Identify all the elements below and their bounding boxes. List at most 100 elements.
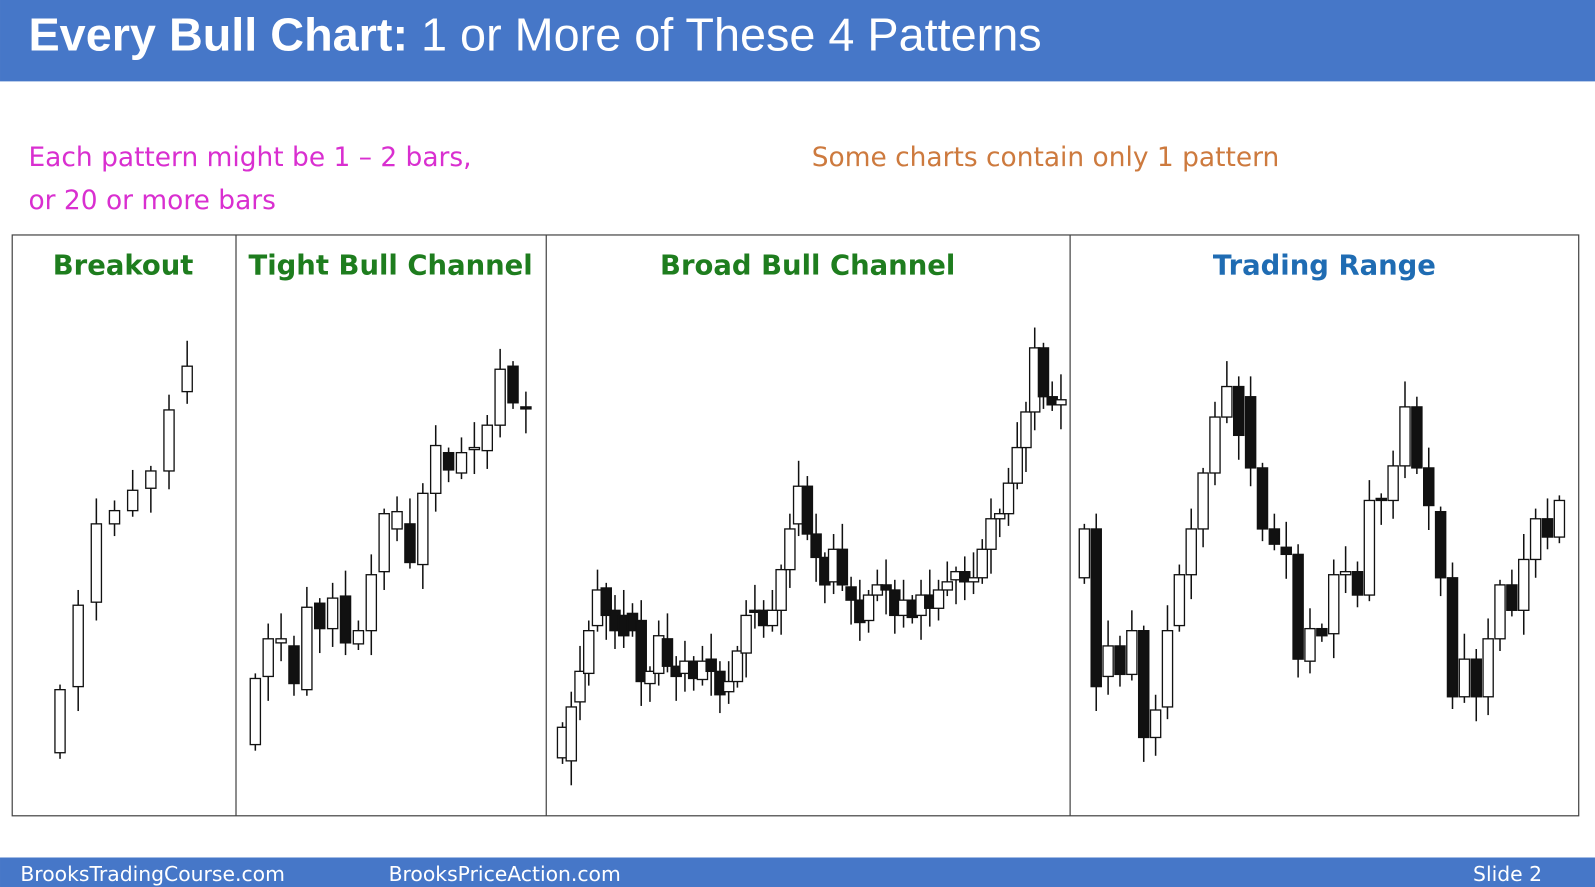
candle-body (1458, 658, 1471, 698)
candle-body (784, 528, 796, 571)
candles (54, 327, 1566, 786)
candle-body (442, 451, 455, 471)
candle-body (326, 597, 339, 630)
candle-body (1363, 499, 1376, 596)
candle-body (1173, 574, 1186, 627)
candle-body (1553, 499, 1566, 538)
candle-body (507, 365, 519, 404)
note: or 20 or more bars (28, 185, 275, 216)
candle-body (1126, 630, 1138, 676)
candle-body (163, 409, 175, 472)
note: Each pattern might be 1 – 2 bars, (28, 142, 471, 173)
candle-body (705, 658, 717, 673)
candle-body (1482, 638, 1494, 698)
candle-body (1209, 416, 1221, 474)
candle-body (635, 619, 647, 683)
panel-title: Trading Range (1213, 251, 1436, 282)
candle-body (1506, 584, 1518, 611)
candle-body (1494, 584, 1506, 640)
candle-body (1327, 574, 1340, 635)
candle-body (845, 586, 857, 601)
candle-body (288, 645, 300, 685)
panel-title: Tight Bull Channel (249, 251, 533, 282)
candle-body (1137, 630, 1150, 739)
candle-body (1529, 518, 1542, 561)
candle-body (1316, 627, 1328, 637)
candle-body (54, 689, 66, 754)
panel-frame (11, 234, 1580, 817)
title: Every Bull Chart: 1 or More of These 4 P… (28, 9, 1041, 61)
candle-body (1387, 465, 1399, 502)
candle-body (90, 523, 103, 603)
candle-body (275, 638, 287, 644)
candle-body (1102, 645, 1114, 678)
candle-body (1268, 528, 1281, 545)
candle-body (1011, 446, 1023, 484)
candle-body (775, 568, 787, 611)
candle-body (1351, 571, 1364, 596)
candle-body (249, 677, 262, 746)
candle-body (600, 587, 612, 617)
candle-body (1037, 347, 1050, 398)
candle-body (565, 706, 578, 762)
candle-body (378, 513, 390, 573)
candle-body (1161, 630, 1174, 708)
candle-body (1518, 558, 1530, 611)
candle-body (1423, 467, 1435, 507)
candle-body (1232, 385, 1245, 437)
candle-body (722, 680, 735, 693)
candle-body (1244, 396, 1257, 469)
footer-left: BrooksTradingCourse.com (20, 862, 285, 886)
panel-title: Broad Bull Channel (660, 251, 955, 282)
note: Some charts contain only 1 pattern (812, 142, 1280, 173)
candle-body (262, 638, 274, 678)
candle-body (740, 614, 752, 654)
candle-body (1304, 627, 1316, 662)
candle-body (661, 638, 674, 667)
candle-body (993, 513, 1006, 520)
candle-body (1375, 497, 1387, 502)
candle-body (417, 492, 429, 566)
candle-body (108, 509, 121, 525)
candle-body (1221, 385, 1233, 418)
candle-body (520, 406, 532, 410)
candle-body (145, 470, 157, 489)
candle-body (352, 630, 365, 645)
candle-body (404, 523, 416, 564)
candle-body (967, 577, 980, 583)
candle-body (932, 589, 945, 609)
candle-body (1434, 510, 1447, 579)
candle-body (1002, 482, 1015, 515)
candle-body (731, 650, 744, 683)
candle-body (1280, 546, 1292, 556)
candle-body (1090, 528, 1102, 688)
candle-body (810, 533, 822, 559)
title-rest: 1 or More of These 4 Patterns (421, 9, 1042, 61)
candle-body (1078, 528, 1091, 579)
candle-body (1020, 411, 1032, 449)
candle-body (959, 571, 971, 583)
candle-body (1446, 577, 1459, 698)
candle-body (455, 451, 468, 474)
candle-body (985, 518, 997, 550)
candle-body (181, 365, 193, 393)
candle-body (941, 581, 954, 591)
candle-body (429, 444, 442, 495)
candle-body (391, 510, 403, 530)
candle-body (1399, 406, 1411, 467)
candle-body (1055, 399, 1067, 406)
candle-body (1114, 645, 1126, 676)
footer-middle: BrooksPriceAction.com (389, 862, 621, 886)
candle-body (1339, 571, 1352, 576)
title-bold: Every Bull Chart: (28, 9, 408, 61)
candle-body (766, 609, 779, 627)
panel-title: Breakout (53, 251, 194, 282)
candle-body (72, 604, 84, 688)
candle-body (583, 630, 595, 675)
candle-body (1541, 518, 1554, 538)
candle-body (644, 670, 656, 685)
candle-body (365, 574, 378, 632)
candle-body (1197, 472, 1209, 530)
footer-right: Slide 2 (1473, 862, 1542, 886)
